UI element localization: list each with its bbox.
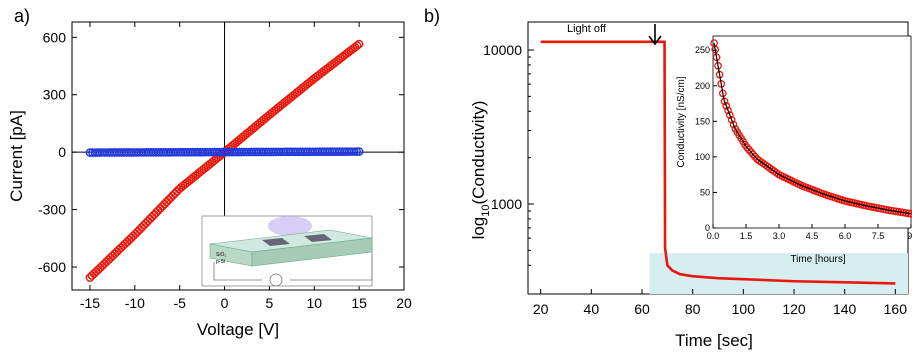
ylabel-log: log	[469, 217, 488, 240]
panel-b-ylabel: log10(Conductivity)	[469, 101, 492, 240]
y-tick-label: 1000	[491, 196, 522, 212]
x-tick-label: 140	[833, 301, 857, 317]
x-tick-label: 100	[732, 301, 756, 317]
wire-left	[213, 262, 262, 281]
inset-y-tick-label: 50	[700, 187, 710, 197]
panel-a-ylabel: Current [pA]	[7, 110, 26, 202]
x-tick-label: -15	[80, 295, 100, 311]
x-tick-label: 20	[533, 301, 549, 317]
light-off-arrow	[648, 24, 662, 46]
x-tick-label: 20	[396, 295, 412, 311]
panel-b-inset: 0.0 1.5 3.0 4.5 6.0 7.5 9. 0 50 100 150 200 250 Time…	[676, 35, 912, 265]
x-tick-label: 120	[782, 301, 806, 317]
y-tick-label: -300	[38, 202, 66, 218]
inset-xlabel: Time [hours]	[790, 254, 845, 265]
red-data-point	[352, 41, 362, 50]
blue-data-point	[352, 147, 361, 156]
inset-x-tick-label: 1.5	[740, 231, 753, 241]
ylabel-sub: 10	[480, 204, 492, 216]
inset-y-tick-label: 100	[695, 152, 710, 162]
inset-data-point	[720, 97, 729, 106]
x-tick-label: 40	[584, 301, 600, 317]
inset-data-point	[751, 152, 759, 161]
panel-b-xlabel: Time [sec]	[675, 331, 753, 350]
inset-data-point	[729, 120, 738, 129]
x-tick-label: 5	[266, 295, 274, 311]
inset-data-point	[725, 111, 734, 119]
inset-y-tick-label: 200	[695, 81, 710, 91]
x-tick-label: -10	[125, 295, 145, 311]
y-tick-label: 10000	[483, 42, 522, 58]
y-tick-label: 0	[58, 144, 66, 160]
x-tick-label: 160	[884, 301, 908, 317]
substrate-side	[251, 237, 373, 267]
x-tick-label: 80	[685, 301, 701, 317]
inset-y-tick-label: 250	[695, 45, 710, 55]
light-beam	[268, 216, 312, 236]
label-psi: p-Si	[216, 259, 225, 265]
inset-x-tick-label: 0.0	[707, 231, 720, 241]
red-data-point	[354, 39, 364, 49]
inset-data-point	[745, 145, 753, 154]
x-tick-label: 15	[351, 295, 367, 311]
y-tick-label: 300	[43, 87, 67, 103]
x-tick-label: 10	[306, 295, 322, 311]
panel-a-xlabel: Voltage [V]	[197, 320, 279, 339]
inset-data-point	[743, 143, 751, 152]
inset-data-point	[727, 115, 736, 124]
electrode-right	[304, 234, 332, 242]
y-tick-label: -600	[38, 259, 66, 275]
inset-frame	[712, 35, 912, 229]
ylabel-rest: (Conductivity)	[469, 101, 488, 205]
device-schematic-inset: SiO₂ p-Si	[201, 215, 373, 287]
inset-y-tick-label: 150	[695, 116, 710, 126]
x-tick-label: -5	[173, 295, 186, 311]
inset-x-tick-label: 3.0	[773, 231, 786, 241]
light-off-annotation: Light off	[567, 23, 607, 35]
y-tick-label: 600	[43, 29, 67, 45]
inset-y-tick-label: 0	[705, 223, 710, 233]
inset-data-point	[747, 148, 755, 156]
inset-x-tick-label: 6.0	[839, 231, 852, 241]
panel-b-label: b)	[424, 6, 440, 26]
electrode-left	[262, 238, 290, 246]
inset-x-tick-label: 9.	[907, 231, 912, 241]
inset-data-point	[722, 102, 731, 110]
panel-a-label: a)	[14, 6, 30, 26]
inset-x-tick-label: 7.5	[872, 231, 885, 241]
meter-symbol	[269, 273, 283, 287]
label-sio2: SiO₂	[216, 252, 226, 258]
wire-right	[290, 254, 373, 281]
blue-data-point	[349, 147, 359, 156]
inset-fit-line	[713, 43, 912, 215]
x-tick-label: 0	[221, 295, 229, 311]
inset-ylabel: Conductivity [nS/cm]	[676, 76, 687, 167]
highlight-region	[649, 253, 908, 295]
x-tick-label: 60	[634, 301, 650, 317]
inset-x-tick-label: 4.5	[806, 231, 819, 241]
panel-a-chart: -15 -10 -5 0 5 10 15 20 -600 -300 0 300 600 SiO₂ p-S…	[7, 21, 412, 339]
blue-data-point	[354, 147, 364, 156]
conductivity-line	[540, 40, 896, 285]
inset-data-point	[724, 106, 732, 115]
